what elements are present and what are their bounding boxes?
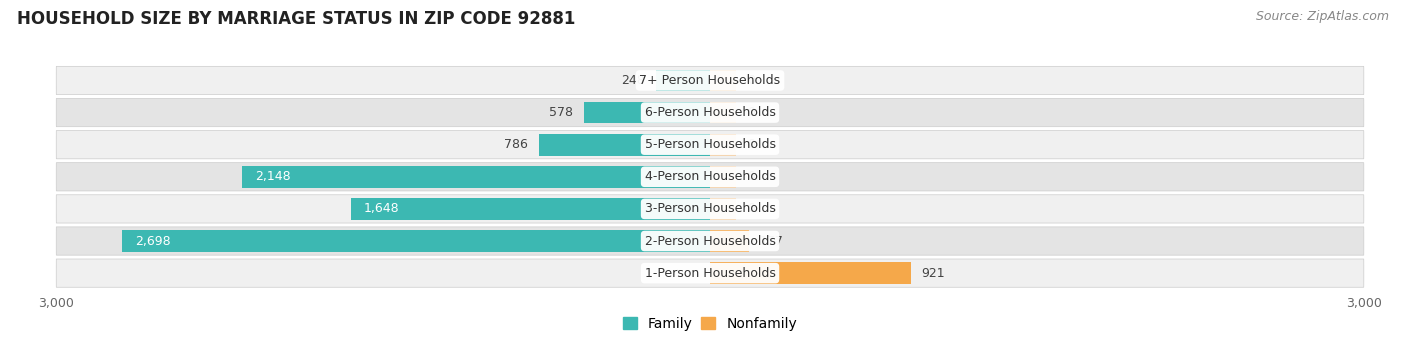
Text: 5-Person Households: 5-Person Households xyxy=(644,138,776,151)
FancyBboxPatch shape xyxy=(56,227,1364,255)
Text: 0: 0 xyxy=(747,138,755,151)
Text: 6-Person Households: 6-Person Households xyxy=(644,106,776,119)
Text: 2,148: 2,148 xyxy=(254,170,291,183)
Bar xyxy=(710,134,737,156)
Text: 786: 786 xyxy=(503,138,527,151)
FancyBboxPatch shape xyxy=(56,195,1364,223)
Legend: Family, Nonfamily: Family, Nonfamily xyxy=(617,311,803,336)
Text: 1-Person Households: 1-Person Households xyxy=(644,267,776,279)
Text: 578: 578 xyxy=(550,106,574,119)
Text: 248: 248 xyxy=(621,74,645,87)
Bar xyxy=(122,230,710,252)
Text: 0: 0 xyxy=(747,106,755,119)
Bar xyxy=(352,198,710,220)
Text: 2,698: 2,698 xyxy=(135,235,170,248)
Bar xyxy=(657,70,710,91)
Text: 0: 0 xyxy=(747,202,755,216)
Bar xyxy=(538,134,710,156)
Text: 7+ Person Households: 7+ Person Households xyxy=(640,74,780,87)
Bar xyxy=(242,166,710,188)
Bar xyxy=(710,198,737,220)
Text: 0: 0 xyxy=(747,170,755,183)
Text: HOUSEHOLD SIZE BY MARRIAGE STATUS IN ZIP CODE 92881: HOUSEHOLD SIZE BY MARRIAGE STATUS IN ZIP… xyxy=(17,10,575,28)
Text: 177: 177 xyxy=(759,235,783,248)
Text: 2-Person Households: 2-Person Households xyxy=(644,235,776,248)
Text: 1,648: 1,648 xyxy=(364,202,399,216)
Bar xyxy=(710,70,737,91)
Bar xyxy=(710,166,737,188)
Text: 4-Person Households: 4-Person Households xyxy=(644,170,776,183)
FancyBboxPatch shape xyxy=(56,131,1364,159)
Bar xyxy=(710,262,911,284)
Bar xyxy=(710,230,748,252)
Bar xyxy=(583,102,710,123)
FancyBboxPatch shape xyxy=(56,99,1364,127)
Bar xyxy=(710,102,737,123)
Text: 921: 921 xyxy=(922,267,945,279)
Text: Source: ZipAtlas.com: Source: ZipAtlas.com xyxy=(1256,10,1389,23)
Text: 3-Person Households: 3-Person Households xyxy=(644,202,776,216)
FancyBboxPatch shape xyxy=(56,259,1364,287)
Text: 0: 0 xyxy=(747,74,755,87)
FancyBboxPatch shape xyxy=(56,163,1364,191)
FancyBboxPatch shape xyxy=(56,66,1364,95)
